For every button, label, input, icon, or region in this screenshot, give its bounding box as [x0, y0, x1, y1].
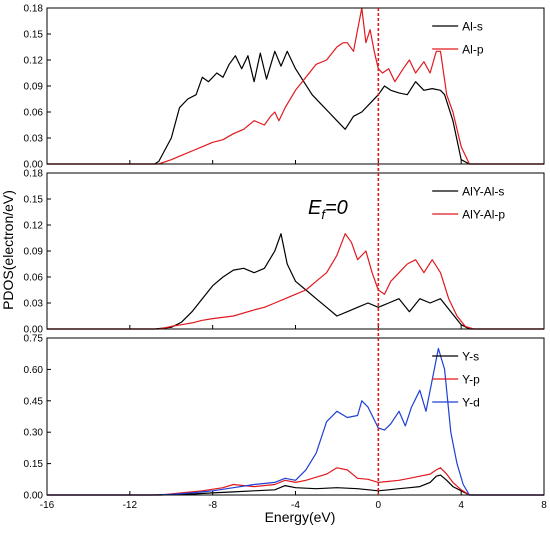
- fermi-label-e: E: [308, 197, 322, 219]
- legend-label: Al-p: [462, 43, 484, 57]
- x-tick-label: -16: [40, 500, 55, 511]
- y-tick-label: 0.09: [24, 82, 44, 93]
- y-axis-label: PDOS(electron/eV): [0, 190, 16, 310]
- y-tick-label: 0.09: [24, 247, 44, 258]
- x-tick-label: 0: [376, 500, 382, 511]
- x-tick-label: 4: [458, 500, 464, 511]
- series-line-Al-s: [47, 50, 544, 165]
- series-line-Y-d: [47, 347, 544, 496]
- y-tick-label: 0.15: [24, 30, 44, 41]
- y-tick-label: 0.00: [24, 491, 44, 502]
- legend-label: Y-p: [462, 373, 480, 387]
- series-line-AlY-Al-s: [47, 233, 544, 330]
- y-tick-label: 0.12: [24, 221, 44, 232]
- y-tick-label: 0.18: [24, 4, 44, 15]
- panel-1: 0.00 0.03 0.06 0.09 0.12 0.15 0.18 Al-s Al-p: [24, 4, 545, 171]
- x-tick-label: -12: [123, 500, 138, 511]
- panel-2: 0.00 0.03 0.06 0.09 0.12 0.15 0.18 AlY-Al-s AlY-…: [24, 169, 545, 336]
- y-tick-label: 0.06: [24, 273, 44, 284]
- series-line-AlY-Al-p: [47, 233, 544, 330]
- y-tick-label: 0.60: [24, 365, 44, 376]
- x-tick-label: 8: [541, 500, 547, 511]
- y-tick-label: 0.15: [24, 195, 44, 206]
- legend-label: Al-s: [462, 20, 483, 34]
- y-tick-label: 0.00: [24, 160, 44, 171]
- legend-label: AlY-Al-p: [462, 208, 505, 222]
- y-tick-label: 0.06: [24, 108, 44, 119]
- y-tick-label: 0.03: [24, 134, 44, 145]
- y-tick-label: 0.18: [24, 169, 44, 180]
- x-axis-label: Energy(eV): [265, 509, 336, 525]
- panels: 0.000.030.060.090.120.150.18Al-sAl-p0.00…: [24, 4, 548, 512]
- y-tick-label: 0.30: [24, 428, 44, 439]
- panel-3: 0.00 0.15 0.30 0.45 0.60 0.75 -16 -12 -8 -4 0 4 8 Y-s…: [24, 334, 548, 512]
- legend-label: Y-s: [462, 350, 479, 364]
- fermi-level-label: Ef=0: [308, 197, 348, 222]
- y-tick-label: 0.12: [24, 56, 44, 67]
- x-tick-label: -4: [291, 500, 300, 511]
- y-tick-label: 0.00: [24, 325, 44, 336]
- y-tick-label: 0.03: [24, 299, 44, 310]
- series-line-Y-p: [47, 467, 544, 496]
- fermi-label-sub: f: [321, 207, 326, 222]
- fermi-label-tail: =0: [325, 197, 348, 219]
- legend-label: Y-d: [462, 396, 480, 410]
- legend-label: AlY-Al-s: [462, 185, 504, 199]
- series-line-Al-p: [47, 7, 544, 165]
- y-tick-label: 0.15: [24, 459, 44, 470]
- y-tick-label: 0.45: [24, 396, 44, 407]
- y-tick-label: 0.75: [24, 334, 44, 345]
- x-tick-label: -8: [208, 500, 217, 511]
